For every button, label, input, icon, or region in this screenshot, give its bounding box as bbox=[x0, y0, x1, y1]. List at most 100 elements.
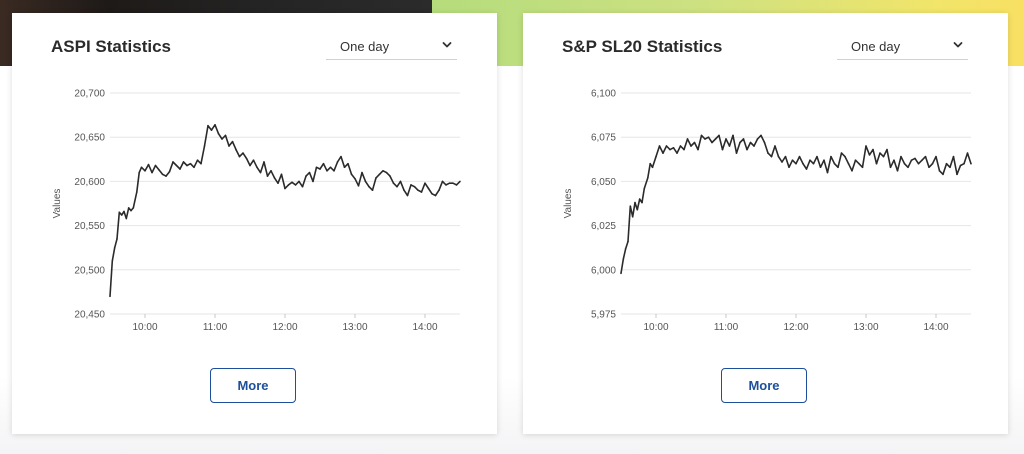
data-point bbox=[354, 177, 356, 180]
data-point bbox=[322, 162, 325, 165]
data-point bbox=[235, 148, 237, 151]
data-point bbox=[627, 240, 629, 243]
data-point bbox=[658, 145, 661, 147]
data-point bbox=[784, 155, 787, 158]
period-select[interactable]: One day bbox=[837, 33, 968, 60]
x-tick-label: 11:00 bbox=[203, 322, 228, 333]
data-point bbox=[781, 161, 783, 163]
sp-sl20-statistics-card: S&P SL20 Statistics One day 5,975 6,000 6,… bbox=[523, 13, 1008, 434]
data-point bbox=[718, 134, 720, 137]
data-point bbox=[795, 162, 797, 165]
data-point bbox=[319, 168, 321, 170]
data-point bbox=[193, 166, 195, 169]
data-point bbox=[942, 173, 944, 176]
data-point bbox=[116, 238, 118, 240]
data-point bbox=[333, 169, 335, 172]
y-axis-label: Values bbox=[563, 189, 574, 219]
data-point bbox=[413, 185, 416, 188]
data-point bbox=[441, 180, 444, 183]
data-point bbox=[669, 148, 671, 151]
data-point bbox=[147, 163, 150, 166]
x-tick-label: 13:00 bbox=[853, 322, 878, 333]
data-point bbox=[693, 141, 696, 144]
data-point bbox=[270, 169, 272, 172]
data-point bbox=[252, 159, 255, 161]
aspi-statistics-card: ASPI Statistics One day 20,450 20,500 20,5… bbox=[12, 13, 497, 434]
data-point bbox=[798, 155, 801, 158]
data-point bbox=[118, 211, 121, 214]
y-axis-label: Values bbox=[52, 189, 63, 219]
data-point bbox=[417, 189, 419, 192]
data-point bbox=[721, 148, 724, 151]
y-tick-label: 6,100 bbox=[591, 89, 616, 100]
more-button[interactable]: More bbox=[210, 368, 296, 403]
data-point bbox=[403, 189, 405, 192]
data-point bbox=[819, 166, 822, 169]
data-point bbox=[728, 145, 731, 147]
data-point bbox=[371, 189, 374, 192]
data-point bbox=[907, 166, 909, 169]
data-point bbox=[886, 148, 888, 151]
data-point bbox=[277, 182, 279, 184]
data-point bbox=[830, 155, 832, 158]
data-point bbox=[224, 134, 227, 137]
data-point bbox=[438, 189, 440, 192]
sp-sl20-line-chart: 5,975 6,000 6,025 6,050 6,075 6,100 10:00 11:00… bbox=[563, 89, 972, 333]
data-point bbox=[622, 258, 625, 260]
series-line bbox=[620, 134, 972, 274]
data-point bbox=[361, 171, 363, 174]
data-point bbox=[242, 152, 244, 154]
data-point bbox=[111, 260, 114, 262]
data-point bbox=[263, 161, 265, 163]
data-point bbox=[638, 198, 641, 200]
data-point bbox=[676, 152, 678, 154]
data-point bbox=[368, 185, 370, 188]
data-point bbox=[938, 169, 941, 172]
data-point bbox=[375, 177, 377, 179]
data-point bbox=[392, 182, 395, 184]
data-point bbox=[445, 184, 447, 186]
data-point bbox=[284, 187, 286, 190]
data-point bbox=[431, 192, 433, 195]
data-point bbox=[889, 166, 892, 169]
data-point bbox=[382, 169, 384, 172]
data-point bbox=[329, 166, 332, 169]
data-point bbox=[847, 162, 850, 165]
more-button[interactable]: More bbox=[721, 368, 807, 403]
data-point bbox=[774, 145, 776, 147]
data-point bbox=[956, 173, 958, 176]
data-point bbox=[273, 177, 276, 179]
data-point bbox=[837, 166, 839, 169]
data-point bbox=[138, 171, 140, 174]
data-point bbox=[742, 138, 745, 140]
data-point bbox=[350, 173, 353, 176]
y-tick-label: 5,975 bbox=[591, 310, 616, 321]
data-point bbox=[175, 164, 178, 167]
data-point bbox=[872, 148, 874, 151]
data-point bbox=[662, 152, 664, 154]
x-tick-label: 14:00 bbox=[923, 322, 948, 333]
data-point bbox=[749, 141, 752, 144]
data-point bbox=[924, 155, 927, 158]
data-point bbox=[959, 164, 962, 167]
data-point bbox=[970, 162, 972, 165]
data-point bbox=[214, 124, 216, 126]
chevron-down-icon bbox=[442, 42, 452, 48]
data-point bbox=[452, 182, 454, 184]
data-point bbox=[643, 187, 646, 190]
data-point bbox=[629, 205, 632, 207]
data-point bbox=[109, 295, 111, 298]
data-point bbox=[620, 272, 622, 275]
data-point bbox=[882, 155, 885, 158]
data-point bbox=[700, 134, 703, 137]
data-point bbox=[130, 209, 132, 212]
data-point bbox=[858, 162, 860, 165]
data-point bbox=[228, 145, 230, 147]
data-point bbox=[732, 134, 734, 137]
data-point bbox=[833, 162, 836, 165]
data-point bbox=[424, 182, 426, 184]
period-select[interactable]: One day bbox=[326, 33, 457, 60]
data-point bbox=[294, 184, 297, 186]
data-point bbox=[259, 171, 262, 174]
data-point bbox=[182, 161, 185, 163]
